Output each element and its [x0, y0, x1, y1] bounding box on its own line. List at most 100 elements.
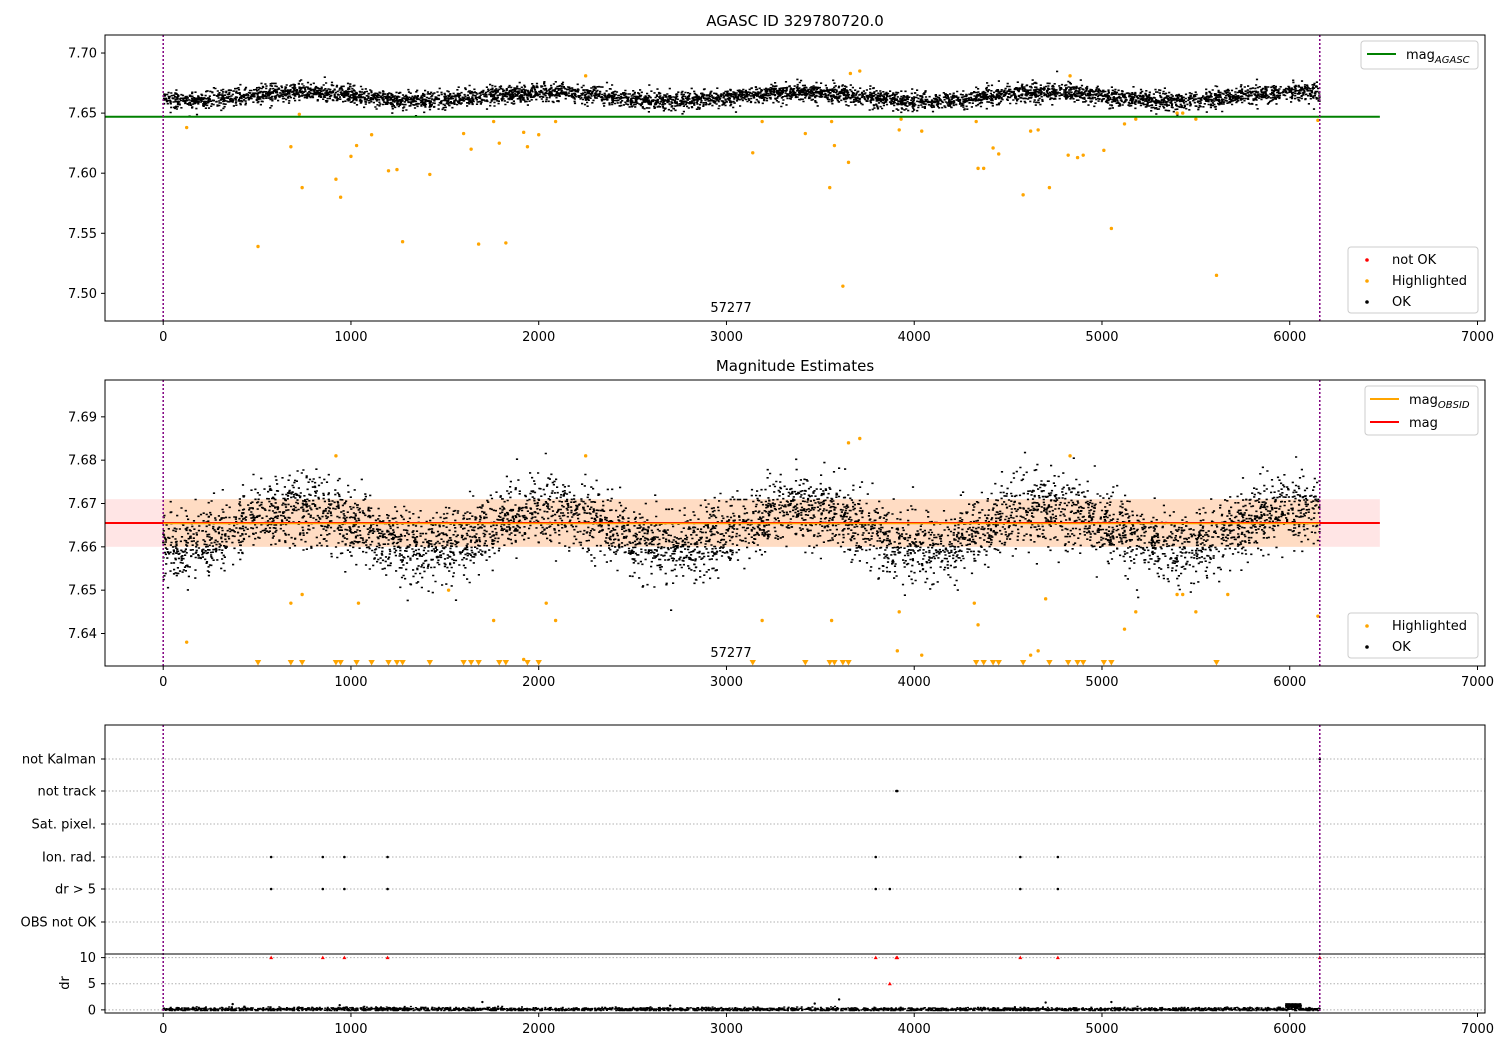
dr-spike-point — [1110, 1000, 1113, 1004]
highlighted-point — [841, 284, 845, 288]
highlighted-point — [997, 152, 1001, 156]
x-tick-label: 3000 — [710, 675, 743, 690]
flag-row-label: not track — [37, 785, 96, 800]
x-tick-label: 7000 — [1461, 330, 1494, 345]
flag-marker — [1019, 887, 1022, 891]
panel3-axes: not Kalman not track Sat. pixel. Ion. rad. d… — [21, 753, 1495, 1038]
dr-outlier-marker — [269, 955, 274, 960]
panel1-title: AGASC ID 329780720.0 — [706, 12, 884, 30]
highlighted-offscale-marker — [989, 660, 997, 666]
panel1-frame — [104, 34, 1486, 322]
highlighted-point — [583, 454, 588, 458]
x-tick-label: 6000 — [1273, 330, 1306, 345]
flag-marker — [1019, 855, 1022, 859]
highlighted-offscale-marker — [1100, 660, 1108, 666]
highlighted-offscale-marker — [749, 660, 756, 666]
flag-row-label: not Kalman — [22, 753, 96, 768]
legend2-highlighted: Highlighted — [1392, 619, 1467, 634]
legend-mag-obsid-label: mag — [1409, 393, 1438, 408]
x-tick-label: 0 — [159, 330, 167, 345]
highlighted-point — [920, 129, 924, 133]
highlighted-point — [553, 119, 558, 124]
dr-axis-label: dr — [58, 976, 73, 990]
y-tick-label: 7.60 — [68, 167, 97, 182]
highlighted-point — [525, 145, 530, 149]
flag-marker — [386, 887, 389, 891]
highlighted-point — [400, 239, 405, 244]
panel2-legend-bottom: Highlighted OK — [1347, 612, 1479, 659]
highlighted-offscale-marker — [831, 660, 838, 666]
panel1-legend-top: magAGASC — [1360, 40, 1479, 70]
dr-spike-point — [231, 1002, 234, 1006]
panel3-plot-area — [105, 725, 1485, 1013]
highlighted-offscale-marker — [368, 660, 375, 666]
panel1-legend-bottom: not OK Highlighted OK — [1347, 246, 1479, 314]
highlighted-point — [184, 640, 189, 644]
y-tick-label: 7.55 — [68, 227, 97, 242]
highlighted-point — [1134, 610, 1138, 614]
highlighted-point — [300, 185, 304, 190]
highlighted-point — [395, 167, 399, 172]
ok-points — [162, 451, 1321, 611]
highlighted-point — [858, 436, 862, 441]
flag-marker — [343, 855, 346, 859]
highlighted-point — [1181, 592, 1185, 597]
dr-spike-point — [1044, 1001, 1047, 1004]
highlighted-point — [338, 195, 343, 199]
y-tick-label: 7.65 — [68, 107, 97, 122]
x-tick-label: 1000 — [334, 330, 367, 345]
y-tick-label: 7.69 — [68, 410, 97, 425]
highlighted-point — [1043, 597, 1048, 601]
dr-spike-point — [837, 998, 841, 1001]
y-tick-label: 7.65 — [68, 584, 97, 599]
dr-spike-point — [813, 1002, 816, 1005]
x-tick-label: 2000 — [522, 675, 555, 690]
highlighted-offscale-marker — [496, 660, 503, 666]
highlighted-point — [354, 143, 359, 148]
highlighted-offscale-marker — [1046, 660, 1053, 666]
dr-tick-label: 0 — [88, 1003, 96, 1018]
highlighted-offscale-marker — [467, 660, 475, 666]
highlighted-point — [428, 172, 432, 177]
y-tick-label: 7.50 — [68, 287, 97, 302]
highlighted-offscale-marker — [426, 660, 434, 666]
highlighted-offscale-marker — [254, 660, 262, 666]
highlighted-point — [1028, 653, 1033, 657]
x-tick-label: 4000 — [898, 1022, 931, 1037]
flag-row-label: dr > 5 — [55, 883, 96, 898]
highlighted-offscale-marker — [385, 660, 392, 666]
highlighted-offscale-marker — [980, 660, 987, 666]
highlighted-point — [256, 244, 260, 249]
highlighted-point — [1134, 117, 1138, 121]
highlighted-point — [1081, 153, 1085, 157]
highlighted-point — [369, 133, 374, 137]
panel2-legend-top: magOBSID mag — [1364, 385, 1479, 436]
highlighted-point — [476, 242, 481, 246]
highlighted-point — [300, 592, 304, 597]
highlighted-offscale-marker — [1019, 660, 1027, 666]
highlighted-point — [1066, 153, 1070, 157]
highlighted-offscale-marker — [1080, 660, 1087, 666]
flag-marker — [888, 887, 892, 891]
dr-spike-point — [338, 1003, 341, 1007]
panel2-plot-area — [105, 380, 1380, 666]
dr-outlier-marker — [320, 955, 325, 960]
y-tick-label: 7.67 — [68, 497, 97, 512]
highlighted-point — [1194, 610, 1198, 614]
legend-not-ok: not OK — [1392, 253, 1437, 268]
highlighted-point — [349, 154, 353, 159]
highlighted-point — [828, 185, 832, 190]
legend-mag-agasc-label: mag — [1406, 48, 1435, 63]
highlighted-point — [897, 128, 901, 132]
flag-marker — [874, 855, 878, 859]
highlighted-offscale-marker — [535, 660, 542, 666]
highlighted-point — [895, 649, 900, 653]
svg-text:magAGASC: magAGASC — [1406, 48, 1470, 66]
dr-tick-label: 5 — [88, 977, 96, 992]
legend2-ok: OK — [1392, 640, 1411, 655]
x-tick-label: 4000 — [898, 675, 931, 690]
dr-outlier-marker — [1055, 955, 1060, 960]
highlighted-point — [1316, 614, 1320, 618]
highlighted-offscale-marker — [353, 660, 360, 666]
